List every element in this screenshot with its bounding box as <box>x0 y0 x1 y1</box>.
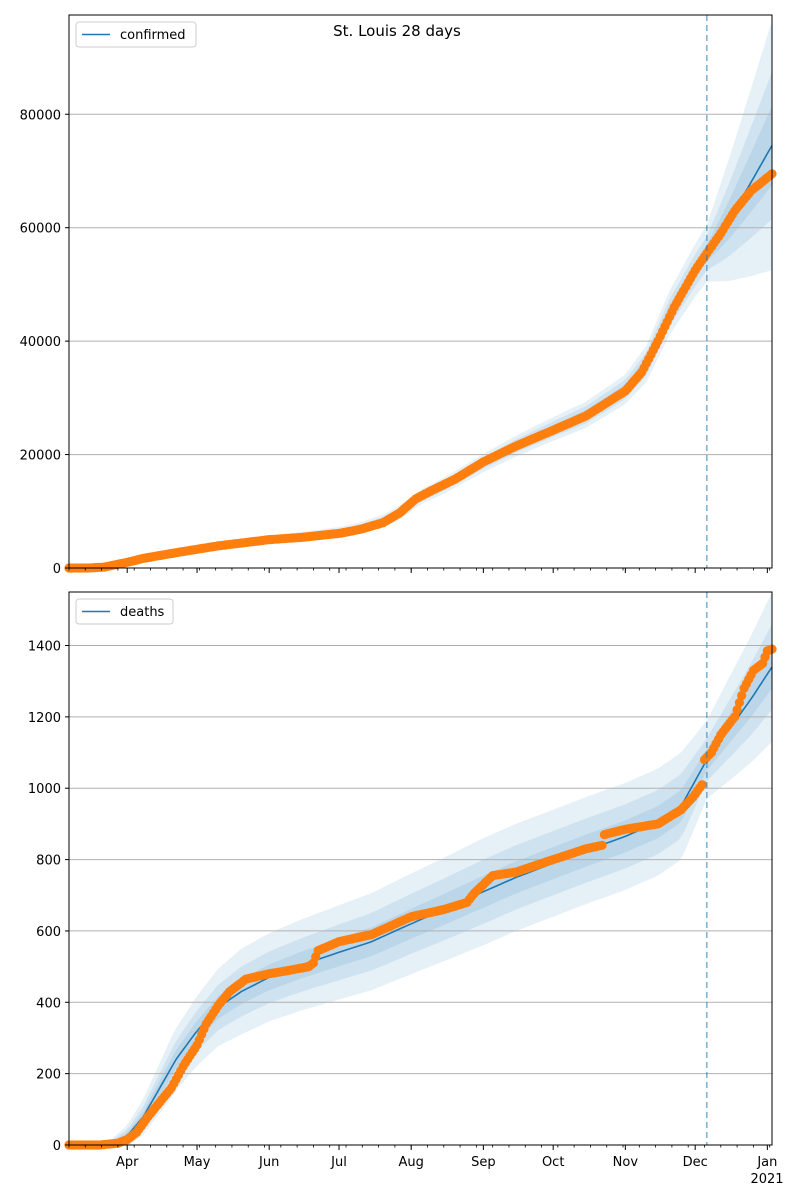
y-tick-label: 1000 <box>28 782 61 797</box>
observed-point <box>734 698 745 708</box>
deaths-x-axis: Apr May Jun Jul Aug Sep Oct Nov Dec Jan <box>68 1145 777 1170</box>
confirmed-axes-frame <box>68 14 773 569</box>
y-tick-label: 40000 <box>20 335 61 350</box>
deaths-panel: 0 200 400 600 800 1000 1200 1400 Apr May Jun Jul Au… <box>28 591 784 1187</box>
x-tick-label: May <box>184 1155 211 1170</box>
y-tick-label: 1400 <box>28 640 61 655</box>
confirmed-x-axis <box>68 568 771 573</box>
deaths-legend-label: deaths <box>120 605 165 620</box>
y-tick-label: 80000 <box>20 108 61 123</box>
x-tick-label: Jun <box>258 1155 279 1170</box>
deaths-uncertainty-bands <box>69 592 772 1145</box>
y-tick-label: 1200 <box>28 711 61 726</box>
deaths-axes-frame <box>68 591 773 1146</box>
confirmed-uncertainty-bands <box>69 20 772 568</box>
confirmed-legend-box <box>75 21 197 48</box>
deaths-y-axis: 0 200 400 600 800 1000 1200 1400 <box>28 640 69 1154</box>
deaths-legend: deaths <box>75 598 174 625</box>
figure-title: St. Louis 28 days <box>333 22 461 40</box>
x-tick-label: Oct <box>542 1155 564 1170</box>
confirmed-y-axis: 0 20000 40000 60000 80000 <box>20 108 69 577</box>
observed-point <box>697 780 707 790</box>
observed-point <box>597 840 607 850</box>
y-tick-label: 60000 <box>20 222 61 237</box>
x-tick-label: Jul <box>330 1155 347 1170</box>
uncertainty-band <box>69 592 772 1145</box>
year-label: 2021 <box>750 1172 783 1187</box>
y-tick-label: 0 <box>53 562 61 577</box>
y-tick-label: 0 <box>53 1139 61 1154</box>
y-tick-label: 200 <box>36 1068 61 1083</box>
x-tick-label: Apr <box>116 1155 139 1170</box>
y-tick-label: 600 <box>36 925 61 940</box>
confirmed-legend: confirmed <box>75 21 197 48</box>
deaths-observed-points <box>64 644 777 1150</box>
confirmed-panel: 0 20000 40000 60000 80000 confirmed St. Loui… <box>20 14 777 577</box>
y-tick-label: 20000 <box>20 449 61 464</box>
y-tick-label: 800 <box>36 854 61 869</box>
observed-point <box>737 690 747 701</box>
uncertainty-band <box>69 20 772 568</box>
uncertainty-band <box>69 624 772 1145</box>
x-tick-label: Nov <box>613 1155 639 1170</box>
x-tick-label: Sep <box>471 1155 496 1170</box>
deaths-legend-box <box>75 598 174 625</box>
observed-point <box>732 705 742 715</box>
confirmed-observed-points <box>64 169 777 573</box>
confirmed-legend-label: confirmed <box>120 28 186 43</box>
y-tick-label: 400 <box>36 996 61 1011</box>
x-tick-label: Dec <box>683 1155 708 1170</box>
observed-point <box>730 712 740 722</box>
x-tick-label: Aug <box>398 1155 423 1170</box>
x-tick-label: Jan <box>756 1155 777 1170</box>
